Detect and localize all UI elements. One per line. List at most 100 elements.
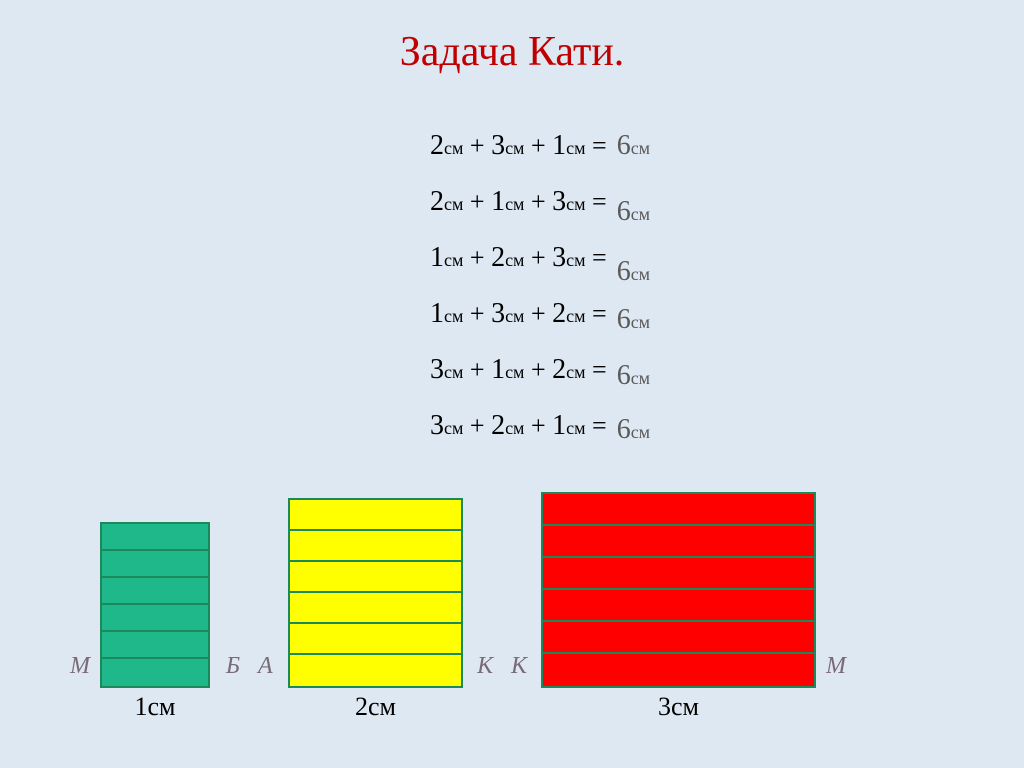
rect-strip: [543, 558, 814, 590]
result-unit: см: [631, 312, 650, 332]
rect-strip: [543, 622, 814, 654]
equation-unit: см: [444, 138, 463, 158]
result-number: 6: [617, 256, 631, 287]
equation-unit: см: [444, 306, 463, 326]
rect-diagrams: МБ1смАК2смКМ3см: [0, 492, 1024, 722]
equation-number: 1: [491, 186, 505, 217]
equation-unit: см: [505, 138, 524, 158]
equation-number: 2: [430, 186, 444, 217]
equals-operator: =: [586, 243, 607, 272]
plus-operator: +: [463, 411, 491, 440]
plus-operator: +: [463, 131, 491, 160]
equals-operator: =: [586, 411, 607, 440]
rect-bottom-label: 2см: [355, 692, 396, 722]
plus-operator: +: [524, 299, 552, 328]
plus-operator: +: [463, 187, 491, 216]
rect-strip: [102, 524, 208, 551]
equation-number: 3: [430, 354, 444, 385]
rect-stack: [288, 498, 463, 688]
equation-unit: см: [566, 306, 585, 326]
equation-lhs: 3см + 2см + 1см =: [430, 410, 607, 442]
equation-unit: см: [505, 250, 524, 270]
rect-strip: [290, 655, 461, 686]
equation-unit: см: [444, 418, 463, 438]
rect-side-right-label: Б: [226, 653, 240, 680]
rect-strip: [543, 654, 814, 686]
equation-unit: см: [566, 138, 585, 158]
equation-unit: см: [566, 418, 585, 438]
plus-operator: +: [463, 355, 491, 384]
rect-strip: [290, 500, 461, 531]
equation-unit: см: [505, 194, 524, 214]
plus-operator: +: [524, 411, 552, 440]
rect-strip: [102, 605, 208, 632]
equals-operator: =: [586, 355, 607, 384]
rect-bottom-label: 1см: [135, 692, 176, 722]
rect-side-left-label: А: [258, 653, 273, 680]
equation-unit: см: [444, 194, 463, 214]
rect-stack: [100, 522, 210, 688]
rect-strip: [290, 593, 461, 624]
page-title: Задача Кати.: [0, 28, 1024, 76]
equation-unit: см: [505, 362, 524, 382]
equation-lhs: 2см + 1см + 3см =: [430, 186, 607, 218]
equation-number: 1: [552, 130, 566, 161]
result-number: 6: [617, 414, 631, 445]
equation-number: 3: [491, 130, 505, 161]
equation-row: 3см + 1см + 2см = 6см: [430, 354, 650, 392]
plus-operator: +: [463, 243, 491, 272]
equation-number: 1: [552, 410, 566, 441]
rect-strip: [102, 551, 208, 578]
plus-operator: +: [524, 355, 552, 384]
equation-lhs: 2см + 3см + 1см =: [430, 130, 607, 162]
rect-strip: [543, 526, 814, 558]
equation-number: 2: [491, 410, 505, 441]
result-number: 6: [617, 130, 631, 161]
plus-operator: +: [463, 299, 491, 328]
rect-group: АК 2см: [288, 498, 463, 722]
equation-lhs: 1см + 3см + 2см =: [430, 298, 607, 330]
plus-operator: +: [524, 187, 552, 216]
equations-block: 2см + 3см + 1см = 6см2см + 1см + 3см = 6…: [430, 130, 650, 466]
equation-number: 3: [552, 242, 566, 273]
equation-unit: см: [505, 418, 524, 438]
rect-wrap: АК: [288, 498, 463, 688]
rect-strip: [290, 624, 461, 655]
equation-result: 6см: [617, 196, 650, 228]
equation-row: 3см + 2см + 1см = 6 см: [430, 410, 650, 448]
equation-number: 2: [430, 130, 444, 161]
rect-wrap: МБ: [100, 522, 210, 688]
equation-lhs: 3см + 1см + 2см =: [430, 354, 607, 386]
rect-group: КМ 3см: [541, 492, 816, 722]
rect-strip: [290, 562, 461, 593]
equation-row: 1см + 3см + 2см = 6см: [430, 298, 650, 336]
equation-unit: см: [566, 250, 585, 270]
equation-number: 3: [552, 186, 566, 217]
equals-operator: =: [586, 131, 607, 160]
result-number: 6: [617, 196, 631, 227]
rect-strip: [102, 632, 208, 659]
result-unit: см: [631, 138, 650, 158]
plus-operator: +: [524, 131, 552, 160]
equation-result: 6см: [617, 130, 650, 162]
equation-row: 2см + 1см + 3см = 6 см: [430, 186, 650, 224]
rect-bottom-label: 3см: [658, 692, 699, 722]
equals-operator: =: [586, 187, 607, 216]
rect-wrap: КМ: [541, 492, 816, 688]
equals-operator: =: [586, 299, 607, 328]
equation-unit: см: [505, 306, 524, 326]
rect-strip: [102, 659, 208, 686]
equation-number: 3: [430, 410, 444, 441]
equation-result: 6см: [617, 360, 650, 392]
equation-number: 1: [430, 298, 444, 329]
equation-unit: см: [566, 194, 585, 214]
rect-stack: [541, 492, 816, 688]
equation-number: 1: [430, 242, 444, 273]
rect-side-right-label: К: [477, 653, 493, 680]
rect-strip: [290, 531, 461, 562]
equation-unit: см: [444, 362, 463, 382]
equation-number: 3: [491, 298, 505, 329]
equation-number: 2: [491, 242, 505, 273]
rect-strip: [102, 578, 208, 605]
equation-result: 6см: [617, 256, 650, 288]
